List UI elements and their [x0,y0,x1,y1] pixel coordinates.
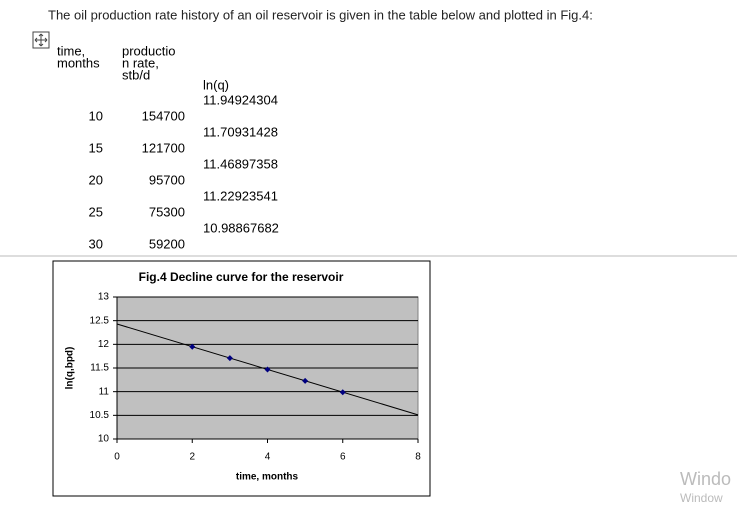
table-cell: 11.70931428 [203,124,278,139]
x-tick-label: 6 [340,452,346,463]
x-tick-label: 2 [189,452,195,463]
table-header: time, [57,43,85,58]
table-cell: 11.22923541 [203,188,278,203]
table-cell: 121700 [142,140,185,155]
table-cell: 15 [89,140,103,155]
table-cell: 25 [89,204,103,219]
y-tick-label: 10.5 [90,410,110,421]
table-cell: 10.98867682 [203,220,279,235]
y-tick-label: 12 [98,339,110,350]
table-header: ln(q) [203,77,229,92]
data-point [339,389,346,396]
table-cell: 20 [89,172,103,187]
y-tick-label: 13 [98,292,110,303]
data-point [264,366,271,373]
y-tick-label: 10 [98,434,110,445]
y-tick-label: 11.5 [90,363,109,374]
y-axis-label: ln(q,bpd) [65,347,76,390]
data-point [226,355,233,362]
x-axis-label: time, months [236,472,299,483]
x-tick-label: 0 [114,452,120,463]
table-cell: 154700 [142,108,185,123]
table-header: n rate, [122,55,159,70]
table-cell: 10 [89,108,103,123]
table-cell: 11.46897358 [203,156,278,171]
table-cell: 11.94924304 [203,92,278,107]
table-cell: 75300 [149,204,185,219]
table-cell: 95700 [149,172,185,187]
x-tick-label: 8 [415,452,421,463]
table-cell: 59200 [149,236,185,251]
table-handle-icon [32,31,50,49]
intro-text: The oil production rate history of an oi… [48,7,593,22]
x-tick-label: 4 [265,452,271,463]
watermark: Windo [680,469,731,489]
table-header: stb/d [122,67,150,82]
table-header: productio [122,43,175,58]
table-header: months [57,55,100,70]
data-point [302,377,309,384]
table-cell: 30 [89,236,103,251]
y-tick-label: 12.5 [90,315,110,326]
watermark: Window [680,491,723,504]
chart-title: Fig.4 Decline curve for the reservoir [139,270,344,284]
y-tick-label: 11 [99,386,110,397]
data-point [189,343,196,350]
